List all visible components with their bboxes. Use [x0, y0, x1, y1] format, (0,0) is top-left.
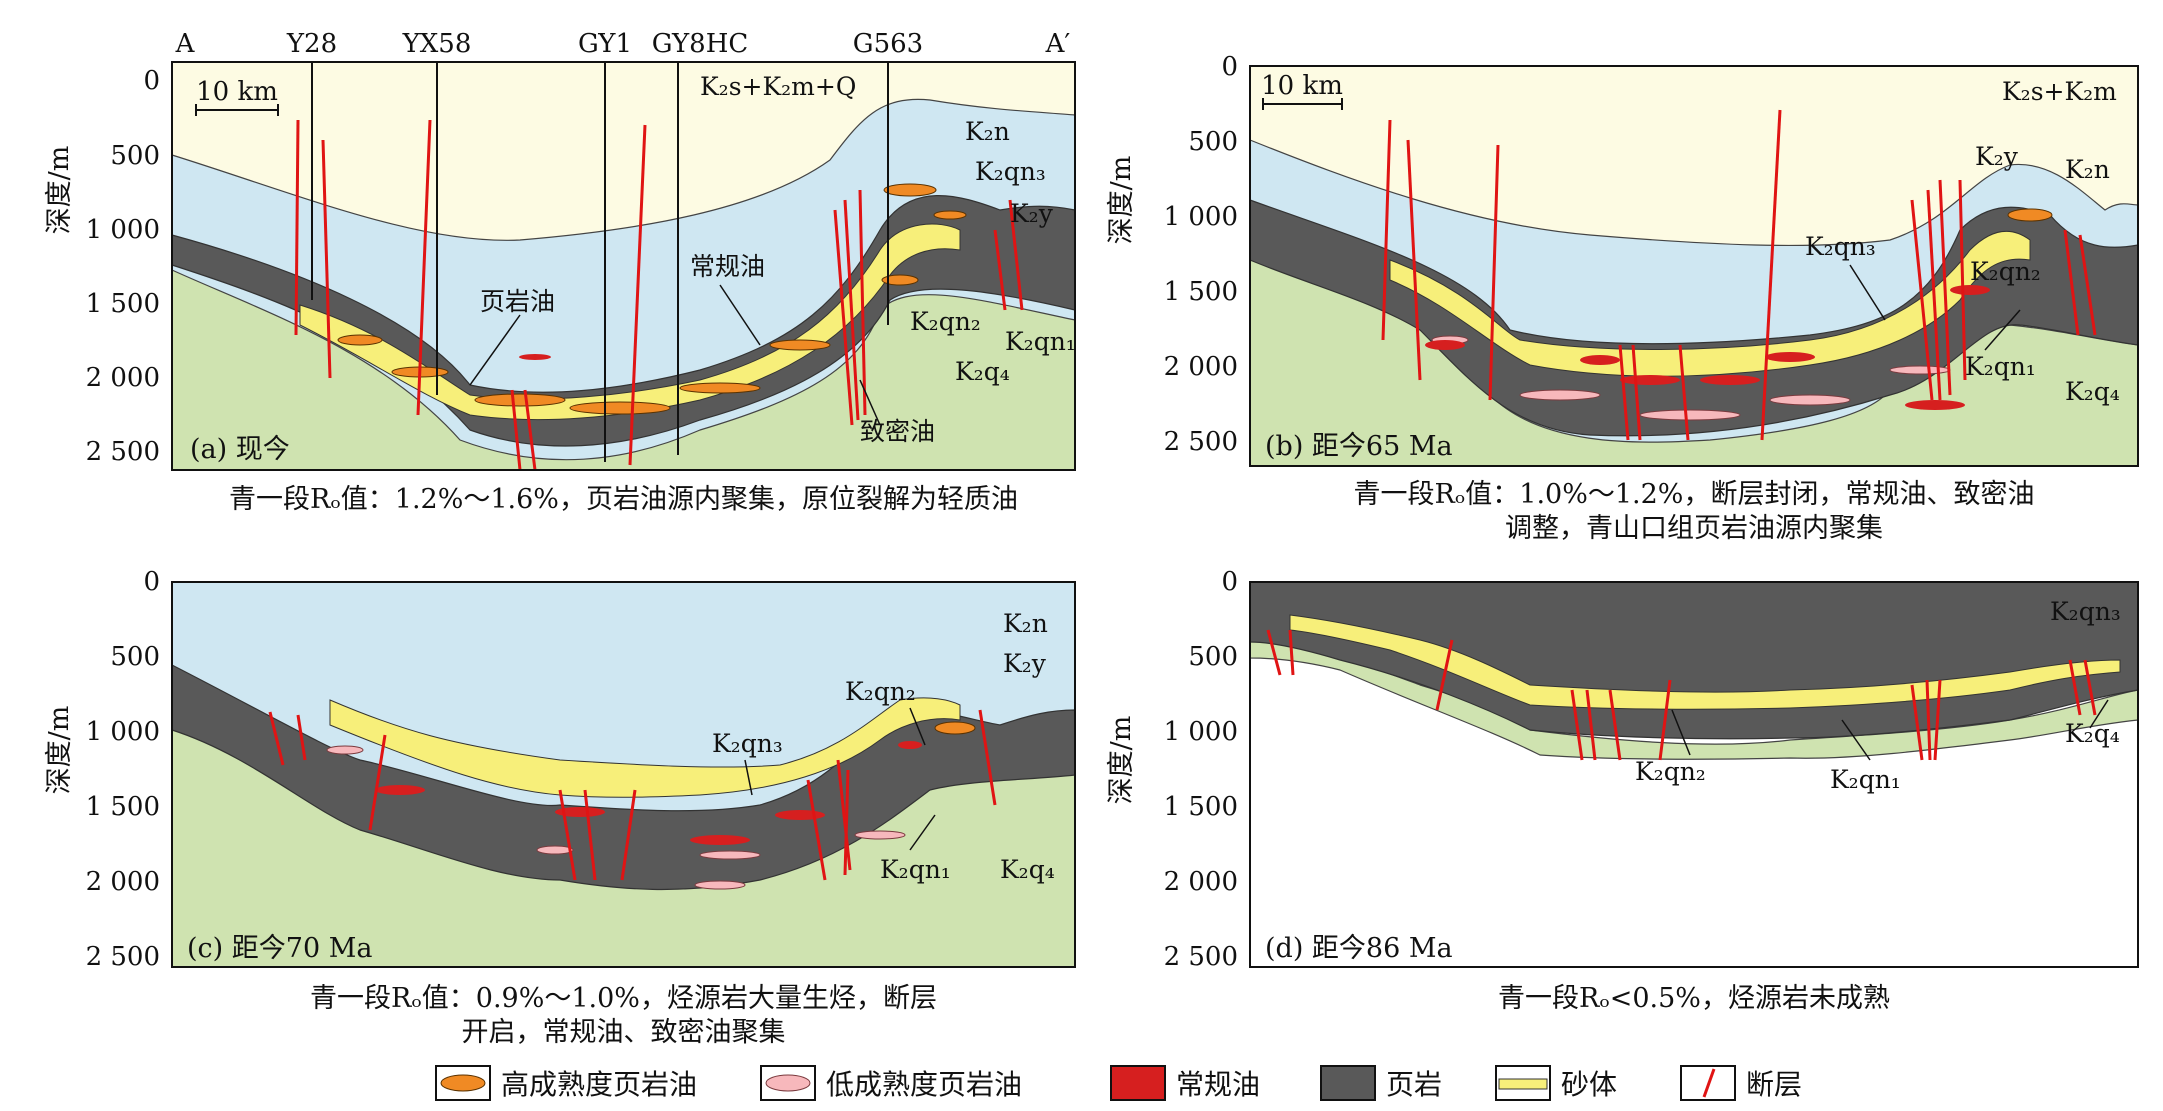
- legend-high-shale-oil: 高成熟度页岩油: [435, 1060, 697, 1106]
- svg-text:K₂s+K₂m: K₂s+K₂m: [2002, 77, 2117, 106]
- svg-text:常规油: 常规油: [690, 252, 765, 281]
- svg-text:K₂qn₂: K₂qn₂: [910, 307, 981, 336]
- svg-text:500: 500: [1188, 642, 1238, 672]
- svg-text:1 500: 1 500: [1164, 792, 1238, 822]
- legend: 高成熟度页岩油 低成熟度页岩油 常规油 页岩 砂体 断层: [0, 1060, 2163, 1106]
- caption-c: 青一段Rₒ值：0.9%～1.0%，烃源岩大量生烃，断层 开启，常规油、致密油聚集: [310, 983, 937, 1048]
- svg-text:0: 0: [1221, 567, 1238, 597]
- svg-text:500: 500: [110, 642, 160, 672]
- well-a: A: [175, 29, 196, 59]
- panel-a-label: (a) 现今: [190, 434, 290, 465]
- svg-text:K₂q₄: K₂q₄: [955, 357, 1010, 386]
- svg-text:K₂y: K₂y: [1010, 199, 1054, 228]
- svg-text:深度/m: 深度/m: [44, 706, 75, 795]
- tick-500: 500: [110, 141, 160, 171]
- svg-text:10 km: 10 km: [1261, 71, 1343, 101]
- svg-text:2 500: 2 500: [1164, 942, 1238, 972]
- legend-sand: 砂体: [1495, 1060, 1617, 1106]
- faults: [294, 119, 1024, 471]
- well-a-prime: A′: [1045, 29, 1071, 59]
- scale-bar: 10 km: [195, 77, 279, 116]
- svg-text:1 500: 1 500: [86, 792, 160, 822]
- svg-text:0: 0: [1221, 52, 1238, 82]
- caption-d: 青一段Rₒ<0.5%，烃源岩未成熟: [1498, 983, 1890, 1014]
- well-y28: Y28: [286, 29, 337, 59]
- svg-text:深度/m: 深度/m: [1106, 716, 1137, 805]
- well-labels: A Y28 YX58 GY1 GY8HC G563 A′: [175, 29, 1071, 59]
- svg-text:(d) 距今86 Ma: (d) 距今86 Ma: [1265, 933, 1453, 964]
- svg-text:K₂n: K₂n: [965, 117, 1010, 146]
- tick-2500: 2 500: [86, 437, 160, 467]
- svg-text:K₂qn₃: K₂qn₃: [2050, 597, 2121, 626]
- well-gy8hc: GY8HC: [652, 29, 749, 59]
- tick-1500: 1 500: [86, 289, 160, 319]
- wells: [311, 62, 889, 462]
- legend-low-shale-oil: 低成熟度页岩油: [760, 1060, 1022, 1106]
- panel-b: 深度/m 0 500 1 000 1 500 2 000 2 500: [1106, 52, 2139, 467]
- svg-text:K₂y: K₂y: [1975, 142, 2019, 171]
- svg-text:K₂n: K₂n: [2065, 155, 2110, 184]
- tick-1000: 1 000: [86, 215, 160, 245]
- panel-d: 深度/m 0 500 1 000 1 500 2 000 2 500 K₂qn₃…: [1106, 567, 2139, 972]
- svg-text:2 500: 2 500: [86, 942, 160, 972]
- svg-text:2 000: 2 000: [1164, 867, 1238, 897]
- svg-text:1 000: 1 000: [1164, 717, 1238, 747]
- svg-text:K₂n: K₂n: [1003, 609, 1048, 638]
- svg-text:2 000: 2 000: [1164, 352, 1238, 382]
- svg-text:0: 0: [143, 567, 160, 597]
- svg-text:K₂qn₂: K₂qn₂: [845, 677, 916, 706]
- conventional-oil: [519, 354, 551, 360]
- caption-b: 青一段Rₒ值：1.0%～1.2%，断层封闭，常规油、致密油 调整，青山口组页岩油…: [1353, 479, 2035, 544]
- svg-text:K₂q₄: K₂q₄: [2065, 377, 2120, 406]
- panel-c: 深度/m 0 500 1 000 1 500 2 000 2 500: [44, 567, 1076, 972]
- svg-text:K₂qn₂: K₂qn₂: [1635, 757, 1706, 786]
- legend-shale: 页岩: [1320, 1060, 1442, 1106]
- svg-text:K₂qn₁: K₂qn₁: [1005, 327, 1076, 356]
- svg-text:K₂s+K₂m+Q: K₂s+K₂m+Q: [700, 72, 856, 101]
- svg-text:K₂y: K₂y: [1003, 649, 1047, 678]
- panel-a: 深度/m 0 500 1 000 1 500 2 000 2 500: [44, 29, 1076, 471]
- svg-text:K₂qn₃: K₂qn₃: [975, 157, 1046, 186]
- legend-fault: 断层: [1680, 1060, 1802, 1106]
- svg-text:页岩油: 页岩油: [480, 287, 555, 316]
- y-axis-label: 深度/m: [1106, 156, 1137, 245]
- svg-text:K₂qn₁: K₂qn₁: [1965, 352, 2036, 381]
- svg-text:K₂qn₁: K₂qn₁: [880, 855, 951, 884]
- y-ticks: 0 500 1 000 1 500 2 000 2 500: [1164, 52, 1238, 457]
- well-gy1: GY1: [578, 29, 632, 59]
- svg-text:K₂qn₁: K₂qn₁: [1830, 765, 1901, 794]
- svg-text:致密油: 致密油: [860, 417, 935, 446]
- stratum-labels: K₂s+K₂m+Q K₂n K₂qn₃ K₂y 页岩油 常规油 致密油 K₂qn…: [480, 72, 1076, 446]
- svg-text:2 000: 2 000: [86, 867, 160, 897]
- y-axis-label: 深度/m: [44, 146, 75, 235]
- stratum-labels: K₂s+K₂m K₂y K₂n K₂qn₃ K₂qn₂ K₂qn₁ K₂q₄: [1805, 77, 2120, 406]
- svg-text:1 000: 1 000: [1164, 202, 1238, 232]
- tick-0: 0: [143, 66, 160, 96]
- svg-text:K₂qn₂: K₂qn₂: [1970, 257, 2041, 286]
- layer-k2q4: [171, 269, 1076, 471]
- svg-text:K₂q₄: K₂q₄: [1000, 855, 1055, 884]
- svg-text:10 km: 10 km: [196, 77, 278, 107]
- scale-bar: 10 km: [1261, 71, 1343, 110]
- well-g563: G563: [853, 29, 923, 59]
- well-yx58: YX58: [402, 29, 472, 59]
- legend-conventional-oil: 常规油: [1110, 1060, 1260, 1106]
- svg-text:1 500: 1 500: [1164, 277, 1238, 307]
- svg-text:500: 500: [1188, 127, 1238, 157]
- svg-text:1 000: 1 000: [86, 717, 160, 747]
- svg-text:K₂qn₃: K₂qn₃: [712, 729, 783, 758]
- caption-a: 青一段Rₒ值：1.2%～1.6%，页岩油源内聚集，原位裂解为轻质油: [229, 484, 1018, 515]
- svg-text:2 500: 2 500: [1164, 427, 1238, 457]
- tick-2000: 2 000: [86, 363, 160, 393]
- panel-b-label: (b) 距今65 Ma: [1265, 431, 1453, 462]
- svg-text:(c) 距今70 Ma: (c) 距今70 Ma: [187, 933, 372, 964]
- svg-text:K₂qn₃: K₂qn₃: [1805, 232, 1876, 261]
- y-ticks: 0 500 1 000 1 500 2 000 2 500: [86, 66, 160, 467]
